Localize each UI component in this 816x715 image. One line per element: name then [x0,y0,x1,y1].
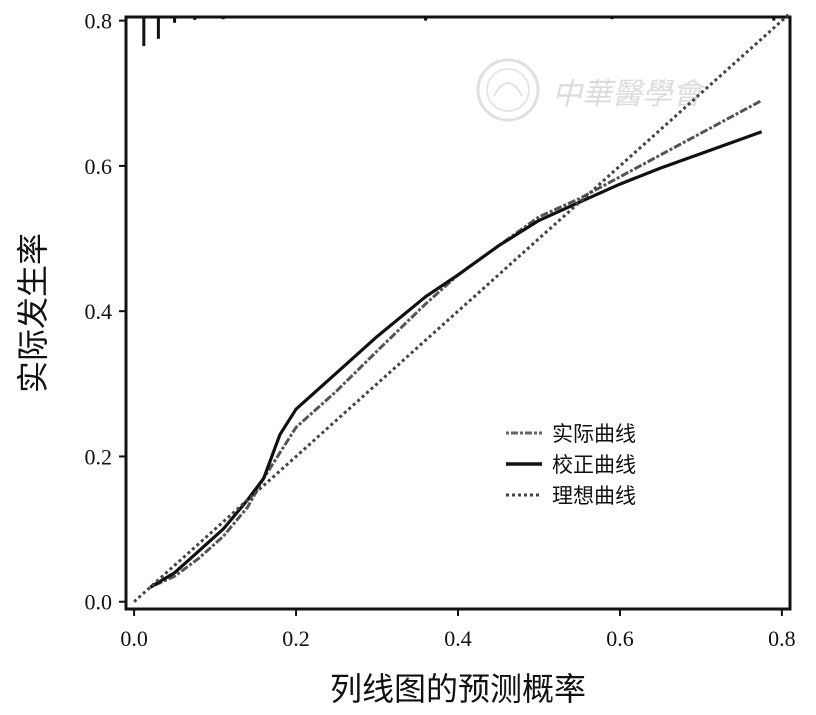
x-tick-label: 0.2 [282,626,310,651]
x-axis-title: 列线图的预测概率 [330,670,586,708]
watermark-seal-icon [476,58,540,122]
legend-label-calibrated: 校正曲线 [552,453,636,477]
rug-marks [142,17,776,47]
series-line-2 [133,12,792,603]
y-tick-label: 0.6 [85,154,113,179]
axis-ticks: 0.0 0.2 0.4 0.6 0.8 0.0 0.2 0.4 0.6 0.8 [85,9,796,651]
x-tick-label: 0.8 [768,626,796,651]
x-tick-label: 0.6 [606,626,634,651]
legend-label-ideal: 理想曲线 [552,484,636,508]
legend: 实际曲线 校正曲线 理想曲线 [506,422,636,508]
series-line-1 [149,130,763,589]
y-tick-label: 0.2 [85,444,113,469]
series-line-0 [149,99,763,589]
legend-label-actual: 实际曲线 [552,422,636,446]
y-tick-label: 0.0 [85,590,113,615]
y-tick-label: 0.4 [85,299,113,324]
watermark-text: 中華醫學會 [552,77,706,112]
series-lines [133,12,792,603]
watermark: 中華醫學會 [476,58,706,122]
y-axis-title: 实际发生率 [14,233,52,393]
y-tick-label: 0.8 [85,9,113,34]
x-tick-label: 0.0 [120,626,148,651]
x-tick-label: 0.4 [444,626,472,651]
